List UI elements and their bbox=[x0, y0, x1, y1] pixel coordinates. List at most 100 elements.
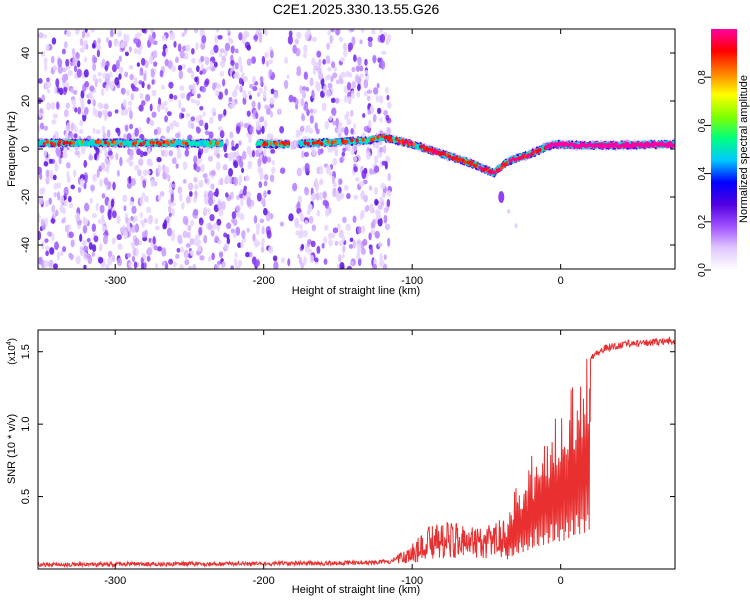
heatmap-noise-cell bbox=[91, 42, 96, 49]
heatmap-noise-cell bbox=[342, 43, 348, 51]
heatmap-noise-cell bbox=[236, 155, 240, 163]
heatmap-noise-cell bbox=[122, 194, 128, 203]
heatmap-noise-cell bbox=[355, 177, 360, 182]
heatmap-noise-cell bbox=[246, 110, 251, 117]
heatmap-noise-cell bbox=[61, 74, 67, 83]
heatmap-ridge-cell bbox=[463, 160, 467, 165]
heatmap-ridge-cell bbox=[81, 139, 85, 144]
spectrogram-y-label: Frequency (Hz) bbox=[6, 111, 18, 187]
heatmap-noise-cell bbox=[118, 55, 123, 63]
heatmap-noise-cell bbox=[387, 172, 391, 182]
heatmap-noise-cell bbox=[171, 65, 177, 72]
heatmap-noise-cell bbox=[204, 122, 209, 131]
heatmap-noise-cell bbox=[43, 150, 48, 157]
heatmap-noise-cell bbox=[90, 29, 95, 33]
heatmap-ridge-cell bbox=[49, 141, 54, 146]
heatmap-noise-cell bbox=[64, 133, 69, 138]
heatmap-noise-cell bbox=[167, 205, 172, 213]
heatmap-noise-cell bbox=[113, 38, 118, 47]
heatmap-noise-cell bbox=[214, 235, 219, 242]
heatmap-noise-cell bbox=[150, 178, 155, 187]
heatmap-noise-cell bbox=[94, 109, 99, 118]
heatmap-noise-cell bbox=[372, 263, 378, 269]
heatmap-noise-cell bbox=[175, 163, 179, 169]
heatmap-noise-cell bbox=[287, 258, 291, 267]
heatmap-noise-cell bbox=[303, 71, 308, 80]
heatmap-noise-cell bbox=[228, 38, 234, 44]
heatmap-noise-cell bbox=[196, 238, 201, 248]
heatmap-noise-cell bbox=[116, 257, 123, 267]
heatmap-noise-cell bbox=[251, 100, 256, 108]
heatmap-noise-cell bbox=[343, 95, 348, 103]
heatmap-noise-cell bbox=[47, 88, 51, 94]
heatmap-noise-cell bbox=[218, 251, 224, 258]
heatmap-noise-cell bbox=[96, 49, 100, 58]
heatmap-noise-cell bbox=[327, 82, 333, 89]
heatmap-noise-cell bbox=[92, 127, 96, 134]
heatmap-noise-cell bbox=[324, 120, 329, 130]
heatmap-noise-cell bbox=[283, 79, 289, 89]
heatmap-noise-cell bbox=[352, 215, 357, 223]
heatmap-noise-cell bbox=[72, 89, 78, 95]
heatmap-noise-cell bbox=[140, 262, 145, 269]
heatmap-noise-cell bbox=[230, 45, 235, 54]
colorbar-tick-label: 0.6 bbox=[697, 118, 708, 132]
heatmap-noise-cell bbox=[314, 177, 318, 185]
heatmap-noise-cell bbox=[49, 247, 55, 255]
heatmap-noise-cell bbox=[133, 215, 138, 223]
heatmap-noise-cell bbox=[368, 185, 373, 191]
heatmap-noise-cell bbox=[258, 87, 263, 94]
heatmap-noise-cell bbox=[101, 125, 106, 134]
heatmap-noise-cell bbox=[273, 261, 279, 269]
heatmap-noise-cell bbox=[353, 166, 358, 173]
heatmap-noise-cell bbox=[210, 49, 215, 56]
heatmap-noise-cell bbox=[125, 217, 129, 224]
heatmap-noise-cell bbox=[225, 222, 232, 230]
heatmap-noise-cell bbox=[195, 234, 201, 239]
heatmap-noise-cell bbox=[325, 89, 331, 98]
heatmap-noise-cell bbox=[357, 257, 362, 267]
heatmap-noise-cell bbox=[359, 65, 364, 72]
heatmap-noise-cell bbox=[372, 54, 377, 63]
heatmap-ridge-cell bbox=[181, 140, 186, 145]
heatmap-noise-cell bbox=[79, 38, 84, 46]
heatmap-noise-cell bbox=[107, 250, 113, 258]
heatmap-noise-cell bbox=[164, 166, 170, 175]
heatmap-noise-cell bbox=[148, 158, 153, 164]
heatmap-noise-cell bbox=[80, 100, 85, 110]
heatmap-noise-cell bbox=[301, 114, 306, 122]
heatmap-noise-cell bbox=[79, 177, 84, 188]
heatmap-noise-cell bbox=[322, 191, 327, 199]
heatmap-noise-cell bbox=[360, 190, 365, 200]
heatmap-noise-cell bbox=[363, 79, 369, 89]
heatmap-noise-cell bbox=[182, 230, 188, 239]
heatmap-noise-cell bbox=[66, 176, 71, 184]
heatmap-noise-cell bbox=[385, 86, 389, 94]
heatmap-noise-cell bbox=[97, 37, 101, 45]
heatmap-noise-cell bbox=[279, 126, 285, 134]
heatmap-noise-cell bbox=[353, 156, 358, 162]
heatmap-noise-cell bbox=[382, 191, 386, 198]
heatmap-noise-cell bbox=[92, 63, 97, 71]
heatmap-noise-cell bbox=[58, 87, 64, 96]
heatmap-noise-cell bbox=[166, 125, 171, 134]
heatmap-noise-cell bbox=[383, 109, 388, 116]
heatmap-noise-cell bbox=[198, 217, 204, 226]
heatmap-noise-cell bbox=[107, 181, 111, 190]
heatmap-noise-cell bbox=[212, 222, 218, 230]
heatmap-noise-cell bbox=[97, 71, 102, 77]
heatmap-noise-cell bbox=[100, 214, 105, 224]
heatmap-noise-cell bbox=[190, 122, 195, 130]
heatmap-noise-cell bbox=[347, 42, 354, 51]
heatmap-noise-cell bbox=[269, 50, 274, 59]
heatmap-noise-cell bbox=[219, 52, 223, 58]
heatmap-noise-cell bbox=[154, 225, 161, 231]
heatmap-noise-cell bbox=[191, 70, 195, 80]
heatmap-noise-cell bbox=[167, 174, 171, 182]
heatmap-noise-cell bbox=[129, 110, 133, 120]
heatmap-noise-cell bbox=[380, 60, 386, 70]
heatmap-noise-cell bbox=[151, 79, 155, 85]
heatmap-noise-cell bbox=[105, 37, 110, 44]
heatmap-noise-cell bbox=[91, 244, 97, 253]
heatmap-noise-cell bbox=[39, 187, 45, 196]
